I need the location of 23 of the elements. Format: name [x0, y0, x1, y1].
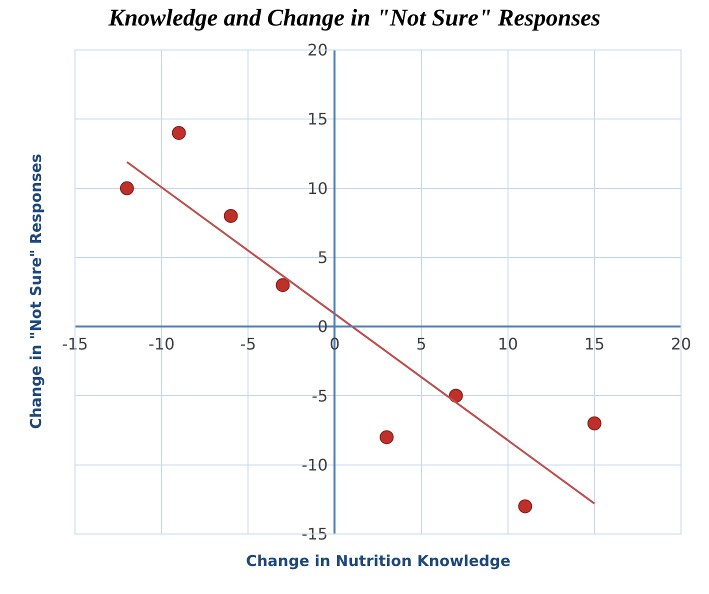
y-axis-title: Change in "Not Sure" Responses	[27, 154, 45, 429]
y-tick-label: 15	[307, 110, 328, 129]
y-tick-label: -10	[302, 455, 328, 474]
x-tick-label: -15	[62, 334, 88, 354]
point	[172, 126, 186, 140]
y-tick-label: -5	[312, 386, 328, 406]
y-tick-label: -15	[302, 524, 328, 544]
x-tick-label: 20	[670, 334, 692, 354]
x-tick-label: 10	[498, 334, 518, 354]
point	[276, 278, 290, 292]
x-tick-label: 15	[584, 334, 605, 354]
point	[587, 416, 602, 430]
point	[120, 181, 134, 196]
point	[518, 499, 532, 514]
chart-title: Knowledge and Change in "Not Sure" Responses	[107, 6, 601, 32]
x-axis-title: Change in Nutrition Knowledge	[246, 552, 511, 570]
point	[224, 208, 238, 223]
x-tick-label: 5	[416, 334, 426, 354]
point	[380, 430, 394, 444]
x-tick-label: -10	[148, 334, 175, 354]
y-tick-label: 5	[318, 248, 328, 268]
x-tick-label: -5	[240, 334, 256, 354]
y-tick-label: 10	[307, 178, 328, 198]
